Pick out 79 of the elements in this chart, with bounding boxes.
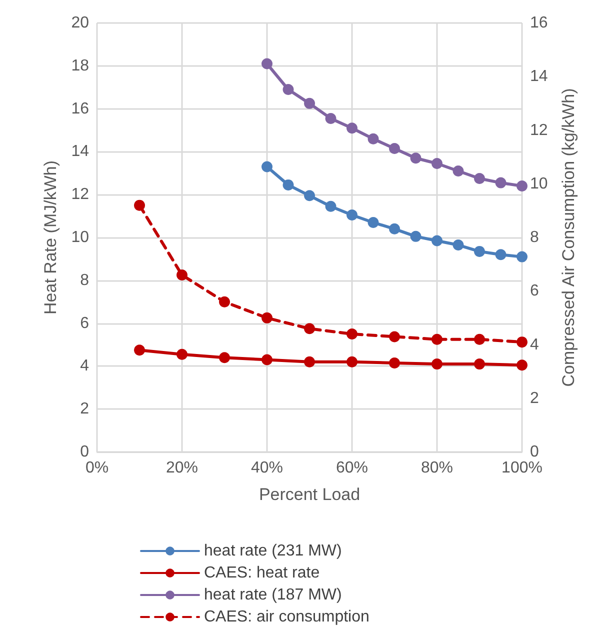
y-tick-label: 12	[71, 186, 90, 204]
point	[368, 216, 379, 228]
point	[368, 133, 379, 144]
y-tick-label: 8	[80, 272, 90, 289]
legend-label: heat rate (231 MW)	[204, 542, 342, 560]
y-tick-label: 16	[71, 100, 90, 118]
y-tick-label: 20	[71, 14, 90, 32]
point	[282, 179, 294, 190]
point	[134, 200, 145, 211]
point	[134, 344, 145, 356]
point	[346, 209, 358, 220]
y2-tick-label: 10	[530, 175, 548, 192]
point	[176, 348, 188, 360]
y2-tick-label: 12	[530, 122, 548, 139]
point	[346, 328, 358, 340]
point	[282, 84, 294, 95]
point	[516, 180, 528, 192]
legend-label: CAES: heat rate	[204, 564, 320, 582]
y-tick-label: 18	[71, 57, 90, 74]
point	[389, 331, 400, 342]
x-tick-label: 0%	[85, 460, 109, 476]
point	[452, 240, 464, 251]
point	[389, 142, 400, 154]
point	[432, 158, 442, 169]
y-tick-label: 4	[80, 358, 90, 375]
point	[262, 312, 272, 324]
point	[495, 249, 506, 260]
x-axis-title: Percent Load	[258, 485, 360, 504]
x-tick-label: 100%	[502, 460, 542, 476]
x-tick-label: 80%	[420, 460, 454, 476]
point	[262, 161, 272, 172]
point	[389, 223, 400, 234]
point	[516, 336, 528, 348]
point	[432, 235, 442, 246]
point	[304, 323, 315, 334]
point	[432, 358, 442, 370]
point	[474, 358, 485, 370]
point	[474, 334, 485, 345]
x-tick-label: 20%	[166, 460, 198, 476]
point	[432, 334, 442, 345]
legend-label: CAES: air consumption	[204, 608, 370, 626]
y2-tick-label: 2	[530, 390, 539, 407]
point	[410, 230, 422, 242]
point	[325, 112, 336, 124]
point	[410, 152, 422, 164]
point	[495, 177, 506, 188]
y2-tick-label: 0	[530, 444, 539, 460]
point	[516, 360, 528, 371]
y2-tick-label: 8	[530, 229, 539, 246]
point	[346, 122, 358, 134]
y-axis-title: Heat Rate (MJ/kWh)	[41, 160, 60, 314]
point	[219, 352, 230, 364]
point	[452, 166, 464, 176]
x-tick-label: 40%	[250, 460, 284, 476]
y2-tick-label: 14	[530, 68, 548, 86]
point	[346, 356, 358, 368]
y2-axis-title: Compressed Air Consumption (kg/kWh)	[559, 88, 578, 387]
x-tick-label: 60%	[336, 460, 368, 476]
point	[474, 173, 485, 184]
point	[262, 354, 272, 366]
y-tick-label: 2	[80, 400, 90, 418]
point	[304, 98, 315, 109]
point	[516, 251, 528, 262]
y-tick-label: 6	[80, 314, 90, 332]
point	[219, 296, 230, 308]
y2-tick-label: 4	[530, 336, 539, 354]
y-tick-label: 10	[71, 229, 90, 246]
y2-tick-label: 16	[530, 14, 548, 32]
y-tick-label: 0	[80, 444, 90, 460]
y2-tick-label: 6	[530, 282, 539, 300]
point	[304, 356, 315, 368]
point	[325, 200, 336, 212]
point	[474, 246, 485, 257]
y-tick-label: 14	[71, 143, 90, 160]
point	[262, 58, 272, 70]
legend-label: heat rate (187 MW)	[204, 586, 342, 604]
point	[304, 190, 315, 202]
point	[176, 270, 188, 281]
point	[389, 357, 400, 368]
